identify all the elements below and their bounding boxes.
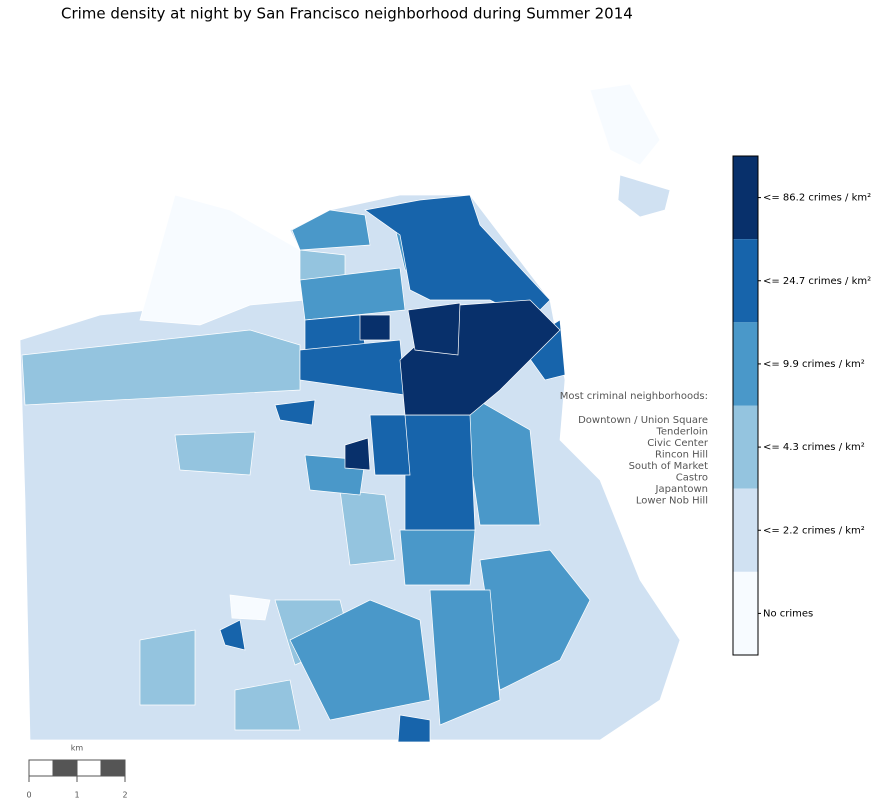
scale-bar: 0 1 2 km — [26, 744, 127, 800]
legend-label: No crimes — [763, 608, 813, 619]
park — [229, 594, 271, 621]
district — [234, 679, 301, 731]
scale-segment — [76, 759, 102, 777]
scale-segment — [100, 759, 126, 777]
annotation-item: Civic Center — [647, 438, 709, 449]
annotation-item: Rincon Hill — [655, 450, 708, 461]
district — [299, 267, 406, 321]
title: Crime density at night by San Francisco … — [61, 5, 633, 23]
district — [139, 629, 196, 706]
legend-swatch — [733, 239, 758, 323]
annotation: Most criminal neighborhoods: Downtown / U… — [560, 391, 709, 507]
district — [404, 414, 476, 531]
district — [289, 599, 431, 721]
legend-label: <= 4.3 crimes / km² — [763, 442, 865, 453]
legend-swatch — [733, 488, 758, 572]
district — [344, 437, 371, 471]
legend-swatch — [733, 405, 758, 489]
legend-swatch — [733, 322, 758, 406]
legend-label: <= 86.2 crimes / km² — [763, 193, 871, 204]
annotation-heading: Most criminal neighborhoods: — [560, 391, 708, 402]
legend-frame — [732, 155, 759, 656]
island — [617, 174, 671, 218]
district — [399, 529, 476, 586]
annotation-item: South of Market — [629, 461, 709, 472]
district — [429, 589, 501, 726]
annotation-item: Castro — [676, 473, 708, 484]
scale-segment — [52, 759, 78, 777]
district — [174, 431, 256, 476]
district — [459, 389, 541, 526]
legend: <= 86.2 crimes / km² <= 24.7 crimes / km²… — [732, 155, 871, 656]
district — [291, 209, 371, 251]
scale-segment — [28, 759, 54, 777]
annotation-item: Tenderloin — [655, 427, 708, 438]
district — [369, 414, 411, 476]
annotation-item: Downtown / Union Square — [578, 415, 708, 426]
scale-tick-label: 1 — [74, 791, 79, 800]
district — [397, 714, 431, 743]
island — [589, 83, 661, 166]
district — [339, 489, 396, 566]
scale-tick-label: 0 — [26, 791, 31, 800]
district — [219, 619, 246, 651]
annotation-item: Japantown — [655, 484, 708, 495]
district — [359, 314, 391, 341]
district — [407, 302, 461, 356]
legend-label: <= 24.7 crimes / km² — [763, 276, 871, 287]
legend-label: <= 9.9 crimes / km² — [763, 359, 865, 370]
legend-swatch — [733, 156, 758, 240]
legend-label: <= 2.2 crimes / km² — [763, 525, 865, 536]
annotation-item: Lower Nob Hill — [636, 496, 708, 507]
neighborhood-map — [19, 83, 681, 743]
district — [274, 399, 316, 426]
scale-unit: km — [71, 744, 84, 753]
scale-tick-label: 2 — [122, 791, 127, 800]
legend-swatch — [733, 571, 758, 655]
